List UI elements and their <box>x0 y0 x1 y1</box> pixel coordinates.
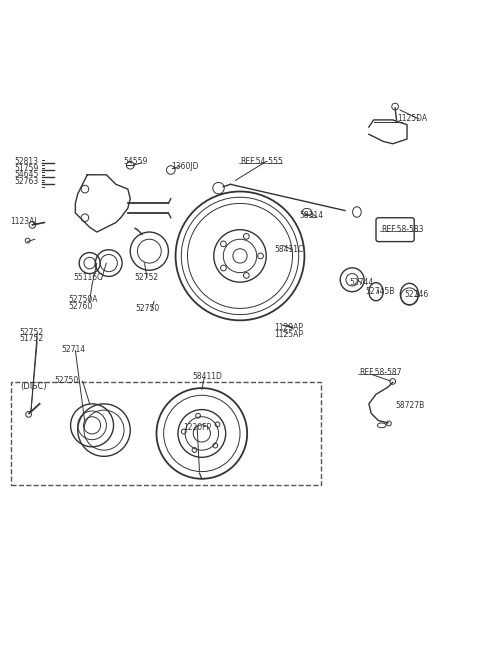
Text: (DISC): (DISC) <box>21 382 47 391</box>
Text: 52745B: 52745B <box>365 287 395 296</box>
Text: 52750: 52750 <box>135 304 159 313</box>
Text: REF.54-555: REF.54-555 <box>240 157 283 166</box>
Text: 51752: 51752 <box>20 335 44 343</box>
Text: 52813: 52813 <box>15 157 39 166</box>
Text: 1125AP: 1125AP <box>275 329 303 339</box>
Text: 58727B: 58727B <box>395 401 424 410</box>
Text: 1125DA: 1125DA <box>397 115 428 123</box>
Text: 58314: 58314 <box>299 211 324 220</box>
Text: REF.58-587: REF.58-587 <box>360 368 402 377</box>
Text: 51759: 51759 <box>15 164 39 173</box>
Text: 1123AL: 1123AL <box>10 217 38 226</box>
Text: 52750: 52750 <box>54 377 78 385</box>
Text: 1220FP: 1220FP <box>183 423 211 432</box>
Text: 52750A: 52750A <box>68 295 98 305</box>
Text: 58411C: 58411C <box>275 245 304 254</box>
FancyBboxPatch shape <box>11 383 321 485</box>
Text: REF.58-583: REF.58-583 <box>381 225 423 234</box>
Text: 52744: 52744 <box>350 278 374 287</box>
Text: 54559: 54559 <box>123 157 147 166</box>
Text: 52752: 52752 <box>20 328 44 337</box>
Text: 1360JD: 1360JD <box>171 162 198 171</box>
Text: 58411D: 58411D <box>192 371 222 381</box>
Text: 52763: 52763 <box>15 177 39 186</box>
Text: 52760: 52760 <box>68 302 93 311</box>
Text: 52714: 52714 <box>61 345 85 354</box>
FancyBboxPatch shape <box>376 217 414 242</box>
Text: 1129AP: 1129AP <box>275 323 303 332</box>
Text: 52746: 52746 <box>405 290 429 299</box>
Text: 54645: 54645 <box>15 170 39 179</box>
Text: 52752: 52752 <box>134 273 158 282</box>
Text: 55116C: 55116C <box>73 273 102 282</box>
